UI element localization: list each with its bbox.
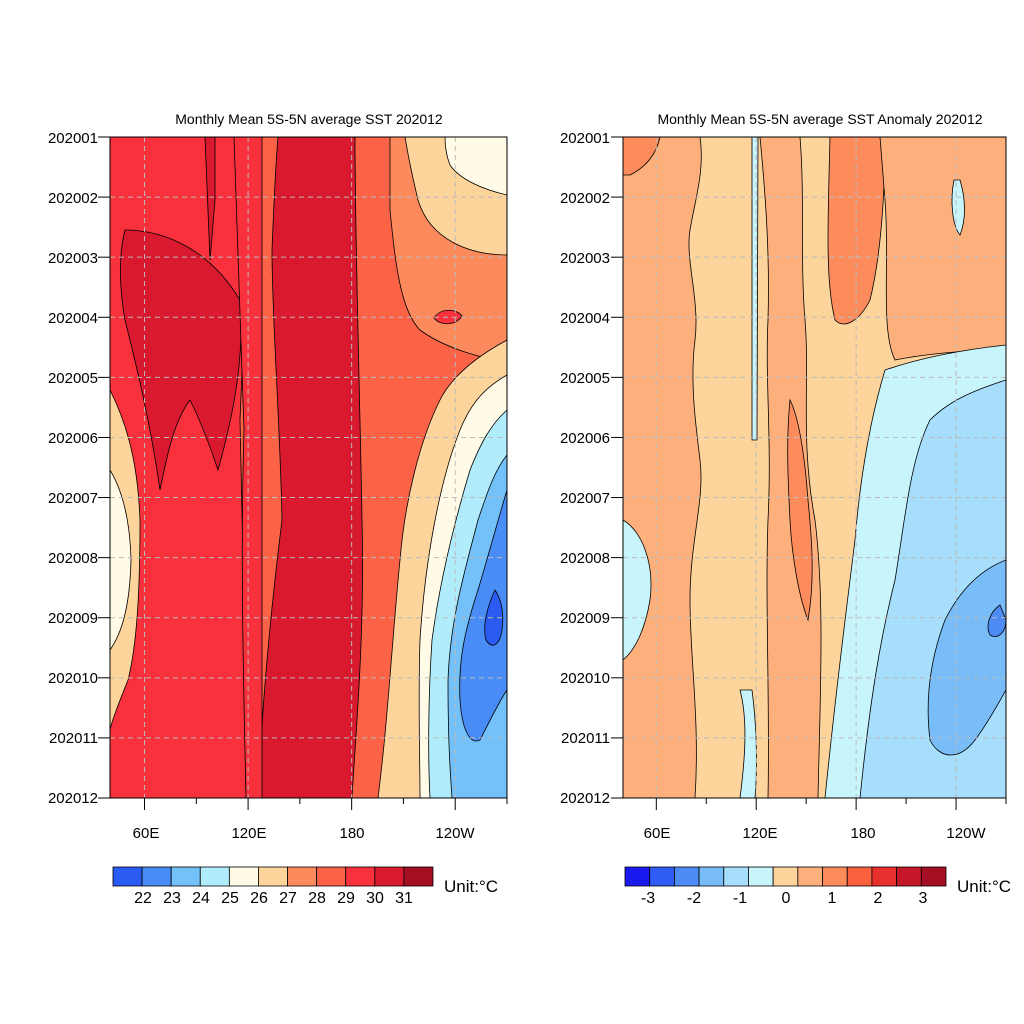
sst-colorbar-label: 27 <box>279 890 297 907</box>
sst-colorbar-unit: Unit:°C <box>444 877 498 896</box>
anomaly-panel: Monthly Mean 5S-5N average SST Anomaly 2… <box>560 111 1011 907</box>
sst-x-tick-label: 120W <box>435 825 475 842</box>
anomaly-colorbar-swatches <box>624 866 947 887</box>
anomaly-colorbar-unit: Unit:°C <box>957 877 1011 896</box>
sst-colorbar-label: 29 <box>337 890 355 907</box>
anomaly-colorbar-swatch <box>673 866 700 887</box>
sst-colorbar-label: 23 <box>163 890 181 907</box>
anomaly-colorbar-swatch <box>624 866 651 887</box>
anomaly-y-tick-label: 202008 <box>560 550 610 567</box>
anomaly-colorbar-label: -2 <box>687 890 701 907</box>
sst-x-tick-label: 120E <box>231 825 266 842</box>
anomaly-colorbar-swatch <box>723 866 749 887</box>
anomaly-colorbar-swatch <box>772 866 799 887</box>
anomaly-colorbar-label: -1 <box>733 890 747 907</box>
sst-colorbar-label: 30 <box>366 890 384 907</box>
anomaly-colorbar-swatch <box>797 866 823 887</box>
anomaly-y-tick-label: 202010 <box>560 670 610 687</box>
sst-colorbar-swatch <box>228 866 259 887</box>
sst-colorbar-label: 28 <box>308 890 326 907</box>
anomaly-y-tick-label: 202003 <box>560 250 610 267</box>
sst-colorbar-label: 25 <box>221 890 239 907</box>
sst-colorbar-label: 22 <box>134 890 152 907</box>
sst-colorbar-label: 26 <box>250 890 268 907</box>
anomaly-colorbar-swatch <box>822 866 848 887</box>
anomaly-x-tick-label: 120W <box>946 825 986 842</box>
anomaly-y-tick-label: 202005 <box>560 370 610 387</box>
sst-colorbar-swatch <box>258 866 288 887</box>
anomaly-colorbar-label: -3 <box>641 890 655 907</box>
sst-y-axis: 202001 202002 202003 202004 202005 20200… <box>48 130 110 807</box>
sst-y-tick-label: 202011 <box>49 730 98 747</box>
anomaly-colorbar-label: 1 <box>828 890 837 907</box>
anomaly-colorbar-labels: -3 -2 -1 0 1 2 3 <box>641 890 928 907</box>
sst-colorbar-label: 31 <box>395 890 413 907</box>
sst-y-tick-label: 202002 <box>48 190 98 207</box>
sst-y-tick-label: 202010 <box>48 670 98 687</box>
anomaly-colorbar-swatch <box>698 866 725 887</box>
anomaly-y-axis: 202001 202002 202003 202004 202005 20200… <box>560 130 623 807</box>
anomaly-colorbar-swatch <box>748 866 774 887</box>
sst-y-tick-label: 202001 <box>48 130 98 147</box>
sst-colorbar-labels: 22 23 24 25 26 27 28 29 30 31 <box>134 890 413 907</box>
sst-x-axis: 60E 120E 180 120W <box>133 798 508 842</box>
sst-y-tick-label: 202006 <box>48 430 98 447</box>
anomaly-colorbar-swatch <box>649 866 675 887</box>
sst-x-tick-label: 180 <box>339 825 364 842</box>
anomaly-x-tick-label: 120E <box>742 825 777 842</box>
sst-y-tick-label: 202009 <box>48 610 98 627</box>
sst-y-tick-label: 202007 <box>48 490 98 507</box>
sst-panel: Monthly Mean 5S-5N average SST 202012 <box>48 111 508 907</box>
sst-colorbar-label: 24 <box>192 890 210 907</box>
anomaly-y-tick-label: 202007 <box>560 490 610 507</box>
anomaly-y-tick-label: 202001 <box>560 130 610 147</box>
sst-colorbar-swatch <box>316 866 347 887</box>
sst-colorbar-swatch <box>170 866 201 887</box>
anomaly-y-tick-label: 202006 <box>560 430 610 447</box>
sst-colorbar-swatch <box>403 866 434 887</box>
sst-plot-frame <box>109 136 508 799</box>
sst-y-tick-label: 202012 <box>48 790 98 807</box>
anomaly-colorbar-swatch <box>871 866 898 887</box>
anomaly-colorbar-label: 0 <box>782 890 791 907</box>
anomaly-colorbar-label: 2 <box>874 890 883 907</box>
sst-y-tick-label: 202005 <box>48 370 98 387</box>
anomaly-x-axis: 60E 120E 180 120W <box>644 798 1007 842</box>
sst-y-tick-label: 202003 <box>48 250 98 267</box>
sst-colorbar-swatch <box>287 866 318 887</box>
sst-colorbar-swatch <box>112 866 143 887</box>
anomaly-y-tick-label: 202011 <box>561 730 610 747</box>
sst-colorbar-swatch <box>345 866 376 887</box>
sst-colorbar: 22 23 24 25 26 27 28 29 30 31 Unit:°C <box>112 866 498 907</box>
anomaly-colorbar-swatch <box>920 866 947 887</box>
anomaly-colorbar-swatch <box>896 866 922 887</box>
sst-x-tick-label: 60E <box>133 825 160 842</box>
anomaly-grid <box>623 137 1006 798</box>
anomaly-panel-title: Monthly Mean 5S-5N average SST Anomaly 2… <box>657 111 982 127</box>
anomaly-y-tick-label: 202002 <box>560 190 610 207</box>
sst-y-tick-label: 202004 <box>48 310 98 327</box>
anomaly-colorbar-label: 3 <box>919 890 928 907</box>
anomaly-x-tick-label: 180 <box>850 825 875 842</box>
anomaly-plot-frame <box>622 136 1007 799</box>
sst-colorbar-swatches <box>112 866 434 887</box>
sst-grid <box>110 137 507 798</box>
sst-y-tick-label: 202008 <box>48 550 98 567</box>
sst-colorbar-swatch <box>199 866 230 887</box>
anomaly-y-tick-label: 202009 <box>560 610 610 627</box>
sst-panel-title: Monthly Mean 5S-5N average SST 202012 <box>175 111 443 127</box>
anomaly-y-tick-label: 202012 <box>560 790 610 807</box>
anomaly-colorbar-swatch <box>846 866 873 887</box>
sst-colorbar-swatch <box>141 866 172 887</box>
anomaly-contour-field <box>623 137 1006 798</box>
anomaly-x-tick-label: 60E <box>644 825 671 842</box>
anomaly-colorbar: -3 -2 -1 0 1 2 3 Unit:°C <box>624 866 1011 907</box>
anomaly-y-tick-label: 202004 <box>560 310 610 327</box>
sst-colorbar-swatch <box>374 866 405 887</box>
sst-contour-field <box>110 137 507 798</box>
